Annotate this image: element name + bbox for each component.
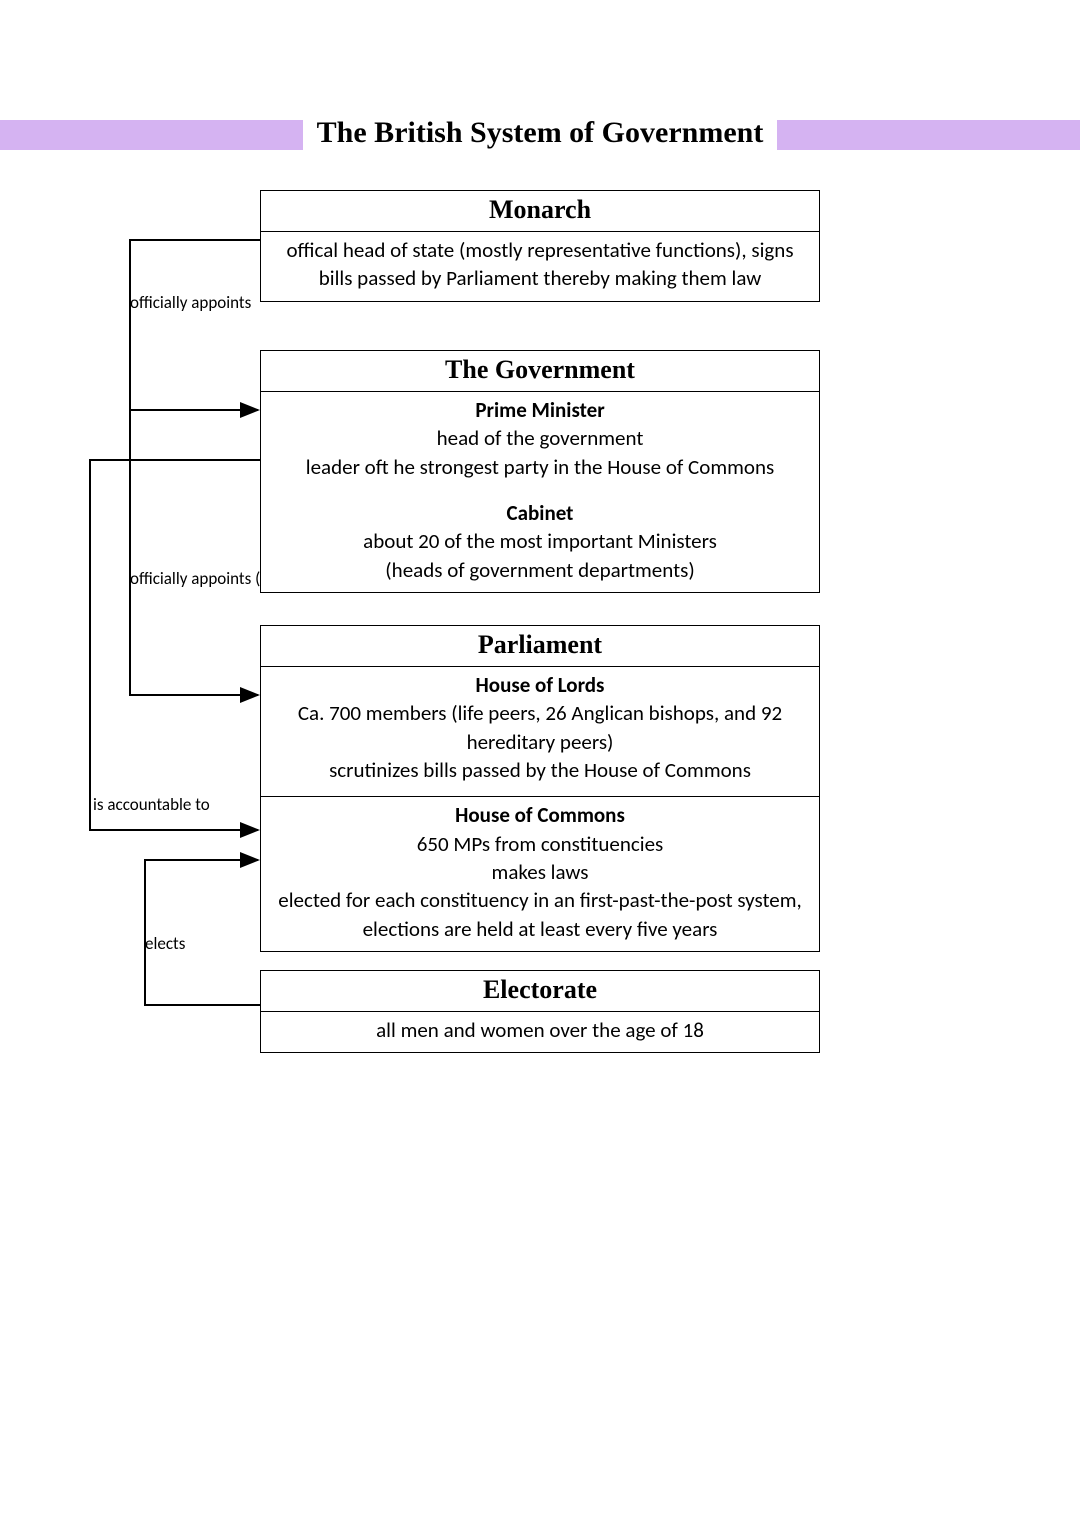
box-parliament: Parliament House of Lords Ca. 700 member… xyxy=(260,625,820,952)
commons-section: House of Commons 650 MPs from constituen… xyxy=(261,797,819,951)
page-title: The British System of Government xyxy=(317,116,764,150)
pm-line2: leader oft he strongest party in the Hou… xyxy=(271,453,809,481)
cabinet-heading: Cabinet xyxy=(271,499,809,527)
edge-label-elects: elects xyxy=(145,933,185,954)
cabinet-line1: about 20 of the most important Ministers xyxy=(271,527,809,555)
lords-heading: House of Lords xyxy=(271,671,809,699)
lords-line2: scrutinizes bills passed by the House of… xyxy=(271,756,809,784)
lords-section: House of Lords Ca. 700 members (life pee… xyxy=(261,667,819,797)
box-government-body: Prime Minister head of the government le… xyxy=(261,392,819,592)
edge-label-appoints-pm: officially appoints xyxy=(130,292,251,313)
header-band: The British System of Government xyxy=(0,120,1080,150)
lords-line1: Ca. 700 members (life peers, 26 Anglican… xyxy=(271,699,809,756)
pm-heading: Prime Minister xyxy=(271,396,809,424)
header-title-container: The British System of Government xyxy=(303,113,778,153)
pm-line1: head of the government xyxy=(271,424,809,452)
box-electorate: Electorate all men and women over the ag… xyxy=(260,970,820,1053)
box-parliament-title: Parliament xyxy=(261,626,819,667)
commons-line1: 650 MPs from constituencies xyxy=(271,830,809,858)
commons-line2: makes laws xyxy=(271,858,809,886)
cabinet-line2: (heads of government departments) xyxy=(271,556,809,584)
box-government: The Government Prime Minister head of th… xyxy=(260,350,820,593)
box-government-title: The Government xyxy=(261,351,819,392)
commons-line3: elected for each constituency in an firs… xyxy=(271,886,809,943)
box-monarch-body: offical head of state (mostly representa… xyxy=(261,232,819,301)
box-monarch: Monarch offical head of state (mostly re… xyxy=(260,190,820,302)
commons-heading: House of Commons xyxy=(271,801,809,829)
edge-label-accountable: is accountable to xyxy=(93,794,210,815)
box-monarch-title: Monarch xyxy=(261,191,819,232)
box-electorate-title: Electorate xyxy=(261,971,819,1012)
diagram-canvas: officially appoints officially appoints … xyxy=(0,180,1080,1050)
box-electorate-body: all men and women over the age of 18 xyxy=(261,1012,819,1052)
